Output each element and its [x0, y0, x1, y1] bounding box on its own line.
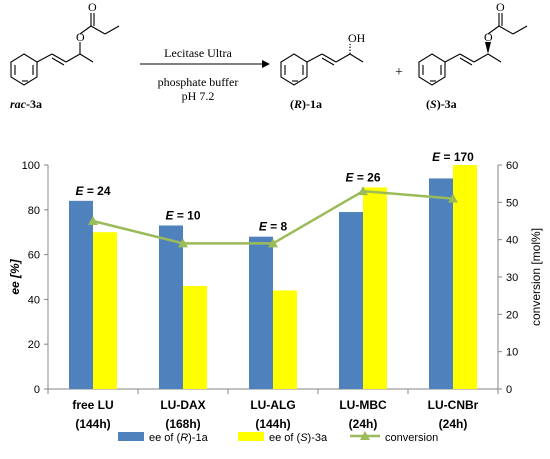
chart-labels: free LU (144h) E = 24 LU-DAX (168h) E = 10 LU-…: [72, 150, 478, 431]
bar-ee-r1a: [339, 212, 363, 389]
reaction-scheme: O O rac-3a Lecitase Ultra phosphate buff…: [10, 0, 528, 111]
y-tick-label-left: 40: [28, 294, 40, 306]
bar-ee-r1a: [69, 200, 93, 389]
y-tick-label-left: 0: [34, 384, 40, 396]
bar-ee-s3a: [453, 165, 477, 389]
product1-structure: [280, 44, 364, 86]
x-category-label: (168h): [165, 417, 200, 431]
e-value: = 8: [270, 220, 287, 234]
e-value-annotation: E = 8: [259, 220, 288, 234]
substrate-structure: [10, 13, 120, 86]
bar-ee-r1a: [249, 236, 273, 389]
product2-wedge-bond: [485, 42, 491, 54]
x-category-label: free LU: [72, 398, 113, 412]
e-value-annotation: E = 170: [432, 150, 474, 164]
y-tick-label-right: 20: [506, 309, 518, 321]
e-value: = 24: [87, 184, 111, 198]
bar-ee-s3a: [273, 290, 297, 389]
ee-conversion-chart: 0 20 40 60 80 100 0 10 20 30 40 50 60 ee [%] conversio…: [8, 150, 543, 444]
product2-label: (S)-3a: [426, 97, 457, 111]
reagent-label: Lecitase Ultra: [164, 46, 232, 60]
conditions-line-1: phosphate buffer: [158, 75, 239, 89]
legend-swatch-ee-s3a: [238, 432, 264, 441]
x-category-label: (24h): [439, 417, 468, 431]
e-symbol: E: [165, 208, 176, 222]
legend-swatch-ee-r1a: [118, 432, 144, 441]
e-symbol: E: [345, 170, 356, 184]
legend-label-part: S: [300, 432, 308, 444]
product2-ester-oxygen: O: [484, 30, 493, 44]
e-value: = 10: [177, 208, 201, 222]
legend-label-part: ee of (: [269, 432, 301, 444]
x-category-label: (144h): [75, 417, 110, 431]
product2-carbonyl-oxygen: O: [496, 0, 505, 14]
bar-ee-s3a: [183, 285, 207, 389]
substrate-ester-oxygen: O: [76, 30, 85, 44]
conversion-point: [178, 238, 188, 248]
chart-axes: 0 20 40 60 80 100 0 10 20 30 40 50 60 ee [%] conversio…: [8, 160, 543, 396]
bar-ee-s3a: [93, 232, 117, 389]
e-symbol: E: [259, 220, 270, 234]
e-value-annotation: E = 24: [75, 184, 110, 198]
y-tick-label-right: 60: [506, 160, 518, 172]
e-value: = 26: [357, 170, 381, 184]
conditions-line-2: pH 7.2: [182, 89, 215, 103]
e-value: = 170: [443, 150, 474, 164]
y-tick-label-left: 60: [28, 250, 40, 262]
y-tick-label-right: 0: [506, 384, 512, 396]
e-value-annotation: E = 26: [345, 170, 380, 184]
bar-ee-r1a: [429, 178, 453, 389]
product2-structure: [418, 13, 528, 86]
conversion-line: [92, 189, 454, 245]
x-category-label: LU-MBC: [339, 398, 387, 412]
conversion-series: [88, 186, 458, 248]
conversion-point: [448, 193, 458, 203]
legend-label-ee-s3a: ee of (S)-3a: [269, 432, 328, 444]
y-tick-label-right: 40: [506, 235, 518, 247]
product1-hydroxyl: OH: [348, 31, 366, 45]
e-value-annotation: E = 10: [165, 208, 200, 222]
legend-label-conversion: conversion: [385, 432, 438, 444]
plus-sign: +: [395, 65, 403, 80]
conversion-point: [358, 186, 368, 196]
legend-marker-conversion: [360, 431, 370, 440]
x-category-label: (24h): [349, 417, 378, 431]
chart-bars: [69, 165, 477, 389]
chart-legend: ee of (R)-1a ee of (S)-3a conversion: [118, 431, 438, 444]
substrate-label: rac-3a: [10, 97, 42, 111]
y-tick-label-left: 100: [22, 160, 40, 172]
conversion-point: [88, 216, 98, 225]
e-symbol: E: [75, 184, 86, 198]
product1-label: (R)-1a: [290, 97, 322, 111]
y-tick-label-right: 10: [506, 347, 518, 359]
y-tick-label-left: 20: [28, 339, 40, 351]
x-category-label: (144h): [255, 417, 290, 431]
y2-axis-title: conversion [mol%]: [529, 228, 543, 326]
bar-ee-r1a: [159, 225, 183, 389]
conversion-point: [268, 238, 278, 248]
y-tick-label-right: 30: [506, 272, 518, 284]
e-symbol: E: [432, 150, 443, 164]
legend-label-part: )-1a: [188, 432, 208, 444]
x-category-label: LU-CNBr: [428, 398, 479, 412]
substrate-carbonyl-oxygen: O: [88, 0, 97, 14]
legend-label-part: R: [180, 432, 188, 444]
bar-ee-s3a: [363, 187, 387, 389]
y-tick-label-right: 50: [506, 197, 518, 209]
y-tick-label-left: 80: [28, 205, 40, 217]
reaction-arrow-head: [262, 60, 270, 68]
y-axis-title: ee [%]: [8, 258, 22, 294]
x-category-label: LU-ALG: [250, 398, 295, 412]
x-category-label: LU-DAX: [160, 398, 205, 412]
legend-label-part: ee of (: [149, 432, 181, 444]
legend-label-part: )-3a: [308, 432, 328, 444]
legend-label-ee-r1a: ee of (R)-1a: [149, 432, 209, 444]
